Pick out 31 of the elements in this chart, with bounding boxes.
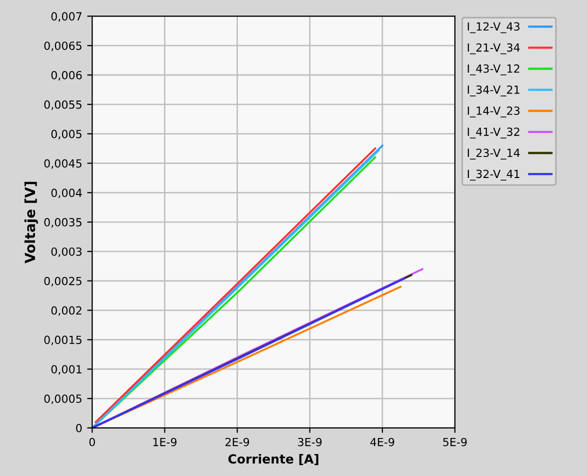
y-tick-label: 0,003: [51, 247, 82, 257]
x-tick-label: 1E-9: [153, 438, 177, 446]
x-axis-title: Corriente [A]: [228, 454, 318, 466]
y-tick-label: 0,0065: [44, 42, 82, 52]
y-tick-label: 0,0005: [44, 394, 82, 404]
y-tick-label: 0,0055: [44, 100, 82, 110]
legend-label: I_21-V_34: [468, 43, 520, 54]
y-axis-title: Voltaje [V]: [24, 182, 38, 264]
x-tick-label: 5E-9: [443, 438, 467, 446]
y-tick-label: 0,006: [51, 70, 82, 81]
y-tick-label: 0,004: [51, 188, 82, 198]
legend-label: I_34-V_21: [468, 85, 520, 96]
y-tick-label: 0,001: [51, 365, 82, 375]
legend-label: I_14-V_23: [468, 106, 520, 118]
y-tick-label: 0,007: [51, 12, 82, 22]
y-tick-label: 0,005: [51, 130, 82, 140]
y-tick-label: 0,0015: [44, 336, 82, 346]
legend-label: I_12-V_43: [468, 22, 520, 34]
y-tick-label: 0,0035: [44, 218, 82, 228]
x-tick-label: 2E-9: [225, 438, 250, 446]
legend-label: I_32-V_41: [468, 170, 520, 181]
legend-label: I_23-V_14: [468, 148, 520, 160]
x-tick-label: 4E-9: [370, 438, 394, 446]
y-tick-label: 0,002: [51, 306, 82, 316]
x-tick-label: 0: [89, 438, 95, 446]
x-tick-label: 3E-9: [298, 438, 322, 446]
y-tick-label: 0: [76, 424, 82, 432]
legend-label: I_41-V_32: [468, 128, 520, 138]
y-tick-label: 0,0045: [44, 159, 82, 169]
y-tick-label: 0,0025: [44, 276, 82, 286]
legend-label: I_43-V_12: [468, 64, 520, 76]
